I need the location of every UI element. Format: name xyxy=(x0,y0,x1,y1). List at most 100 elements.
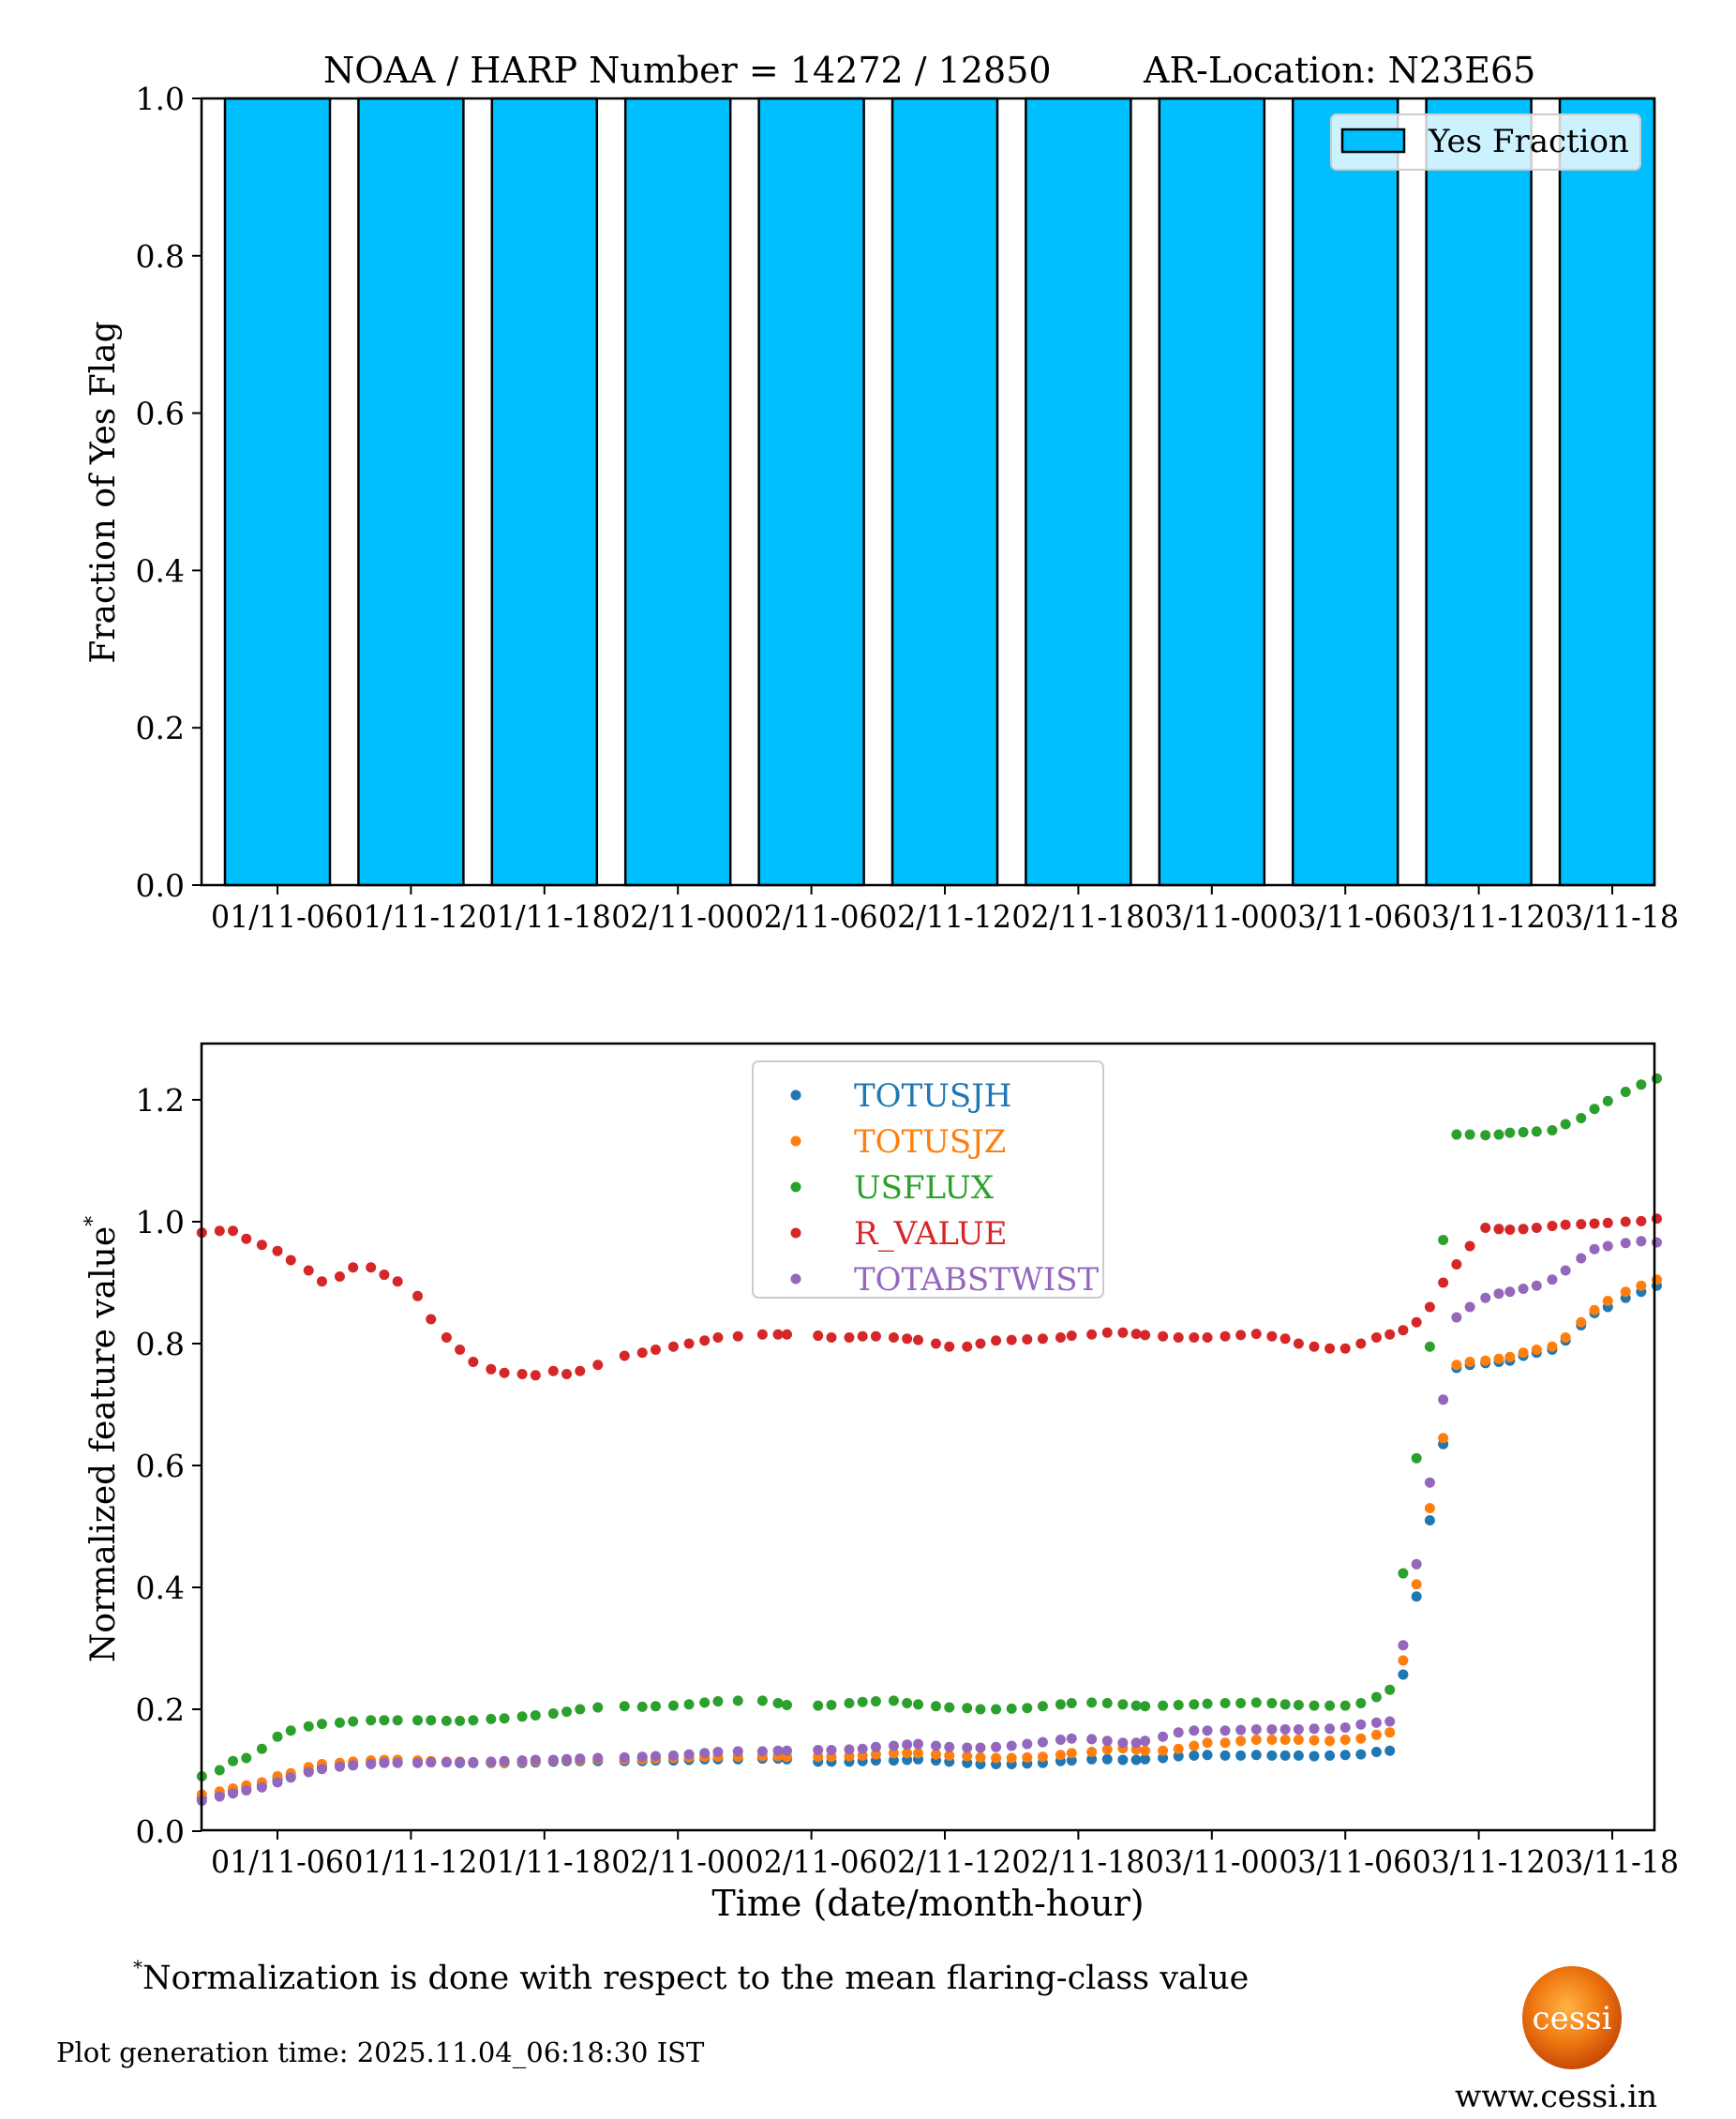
data-point-totusjz xyxy=(1173,1743,1184,1754)
chart-title-location: AR-Location: N23E65 xyxy=(1143,50,1535,91)
data-point-totabstwist xyxy=(712,1747,724,1757)
data-point-totabstwist xyxy=(1651,1237,1662,1248)
data-point-r-value xyxy=(1022,1333,1033,1345)
data-point-totabstwist xyxy=(1324,1723,1336,1735)
data-point-totabstwist xyxy=(857,1743,868,1754)
data-point-r-value xyxy=(781,1329,792,1340)
data-point-r-value xyxy=(1411,1316,1422,1328)
data-point-usflux xyxy=(857,1696,868,1707)
data-point-r-value xyxy=(813,1330,824,1342)
data-point-usflux xyxy=(334,1717,345,1728)
data-point-totabstwist xyxy=(1293,1723,1304,1735)
cessi-logo: cessi xyxy=(1522,1966,1622,2069)
data-point-totabstwist xyxy=(241,1784,252,1796)
data-point-totabstwist xyxy=(931,1740,942,1751)
data-point-r-value xyxy=(1518,1224,1529,1235)
bottom-xtick-label: 02/11-18 xyxy=(1011,1843,1145,1880)
bar-02/11-06 xyxy=(757,97,865,887)
top-ytick-label: 0.6 xyxy=(136,396,185,432)
data-point-usflux xyxy=(975,1704,986,1715)
legend-label-yes-fraction: Yes Fraction xyxy=(1428,123,1629,160)
data-point-totabstwist xyxy=(592,1752,604,1764)
data-point-totabstwist xyxy=(756,1746,768,1757)
bottom-xtick-label: 03/11-18 xyxy=(1546,1843,1679,1880)
data-point-r-value xyxy=(316,1276,327,1287)
data-point-totabstwist xyxy=(1339,1722,1351,1733)
data-point-totabstwist xyxy=(499,1755,510,1766)
data-point-usflux xyxy=(516,1711,528,1722)
data-point-r-value xyxy=(1531,1223,1542,1233)
data-point-usflux xyxy=(902,1698,913,1708)
data-point-totusjz xyxy=(1464,1357,1475,1367)
data-point-totusjz xyxy=(1158,1745,1169,1756)
data-point-r-value xyxy=(962,1341,973,1352)
data-point-totabstwist xyxy=(1220,1725,1231,1736)
data-point-totusjh xyxy=(1086,1753,1098,1765)
data-point-r-value xyxy=(1086,1329,1098,1340)
top-xtick-label: 02/11-12 xyxy=(878,898,1011,935)
data-point-totusjz xyxy=(1438,1433,1449,1444)
data-point-totusjh xyxy=(1173,1751,1184,1762)
data-point-totabstwist xyxy=(561,1753,573,1765)
data-point-totusjz xyxy=(870,1749,881,1760)
data-point-totusjh xyxy=(1309,1751,1320,1762)
data-point-totusjz xyxy=(1339,1735,1351,1745)
chart-title-harp: NOAA / HARP Number = 14272 / 12850 xyxy=(323,50,1052,91)
data-point-r-value xyxy=(1006,1334,1017,1345)
data-point-usflux xyxy=(1504,1127,1516,1138)
data-point-usflux xyxy=(1101,1698,1113,1708)
data-point-totusjz xyxy=(1006,1752,1017,1764)
legend-label-usflux: USFLUX xyxy=(854,1169,995,1207)
data-point-usflux xyxy=(272,1731,283,1742)
top-ytick-label: 0.0 xyxy=(136,867,185,904)
footnote-text: Normalization is done with respect to th… xyxy=(142,1960,1250,1997)
data-point-totusjz xyxy=(913,1748,924,1759)
data-point-r-value xyxy=(712,1332,724,1343)
plot-generation-time: Plot generation time: 2025.11.04_06:18:3… xyxy=(56,2036,705,2068)
data-point-usflux xyxy=(870,1696,881,1707)
data-point-usflux xyxy=(1589,1104,1600,1115)
data-point-usflux xyxy=(888,1695,899,1706)
data-point-totabstwist xyxy=(870,1741,881,1752)
data-point-totabstwist xyxy=(1464,1301,1475,1313)
data-point-totusjh xyxy=(1220,1750,1231,1761)
data-point-r-value xyxy=(455,1345,466,1355)
top-ytick-label: 0.8 xyxy=(136,238,185,275)
data-point-r-value xyxy=(1560,1219,1571,1230)
data-point-r-value xyxy=(1438,1277,1449,1288)
data-point-totabstwist xyxy=(636,1751,648,1763)
top-xtick-label: 03/11-06 xyxy=(1279,898,1412,935)
data-point-usflux xyxy=(1280,1699,1291,1710)
top-ytick-label: 0.4 xyxy=(136,552,185,589)
data-point-totusjz xyxy=(1636,1280,1647,1291)
top-ytick-label: 1.0 xyxy=(136,81,185,117)
data-point-usflux xyxy=(1066,1698,1077,1708)
data-point-totusjz xyxy=(1140,1745,1151,1756)
data-point-usflux xyxy=(316,1719,327,1730)
data-point-totabstwist xyxy=(547,1754,559,1766)
data-point-totusjz xyxy=(1504,1351,1516,1362)
data-point-usflux xyxy=(1309,1700,1320,1711)
data-point-totusjz xyxy=(1055,1750,1066,1761)
data-point-totusjz xyxy=(1309,1735,1320,1746)
data-point-usflux xyxy=(592,1702,604,1713)
data-point-usflux xyxy=(1202,1698,1213,1709)
data-point-usflux xyxy=(1339,1700,1351,1711)
data-point-totabstwist xyxy=(1602,1240,1613,1252)
data-point-totusjz xyxy=(1560,1332,1571,1343)
bottom-xtick-label: 03/11-12 xyxy=(1413,1843,1546,1880)
data-point-totusjh xyxy=(1384,1745,1396,1756)
data-point-totabstwist xyxy=(1620,1238,1631,1249)
bar-03/11-00 xyxy=(1158,97,1266,887)
data-point-totabstwist xyxy=(1411,1558,1422,1570)
data-point-r-value xyxy=(256,1240,267,1251)
series-usflux xyxy=(196,1073,1662,1781)
data-point-r-value xyxy=(1189,1332,1200,1343)
data-point-totusjz xyxy=(1066,1748,1077,1759)
data-point-usflux xyxy=(756,1695,768,1706)
data-point-r-value xyxy=(732,1330,743,1342)
data-point-usflux xyxy=(561,1706,573,1718)
series-totabstwist xyxy=(196,1236,1662,1806)
data-point-totabstwist xyxy=(1117,1737,1129,1749)
data-point-totusjh xyxy=(1280,1750,1291,1761)
